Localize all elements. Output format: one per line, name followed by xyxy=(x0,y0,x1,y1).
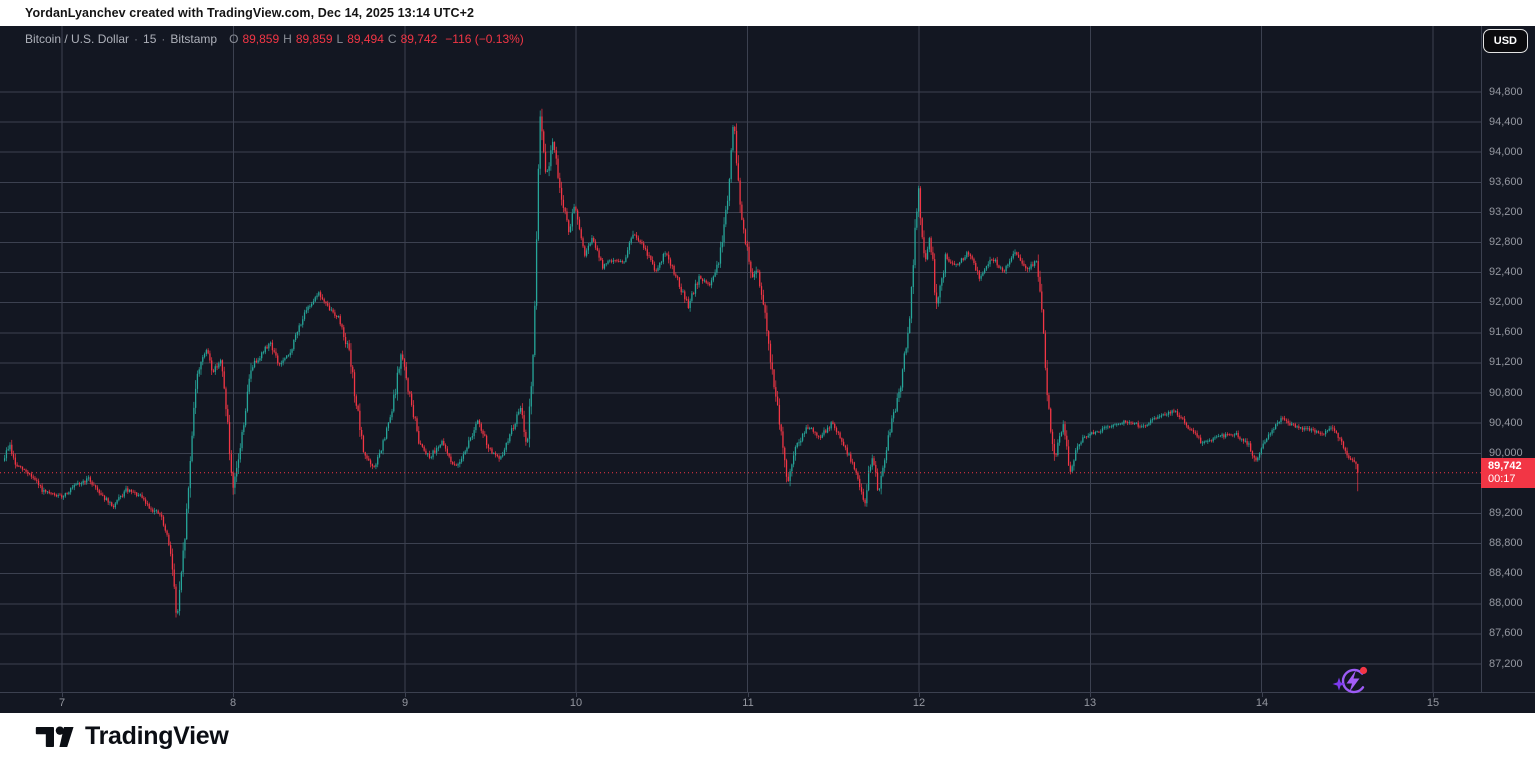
time-tick-label: 12 xyxy=(912,697,926,709)
price-tick-label: 88,000 xyxy=(1489,597,1523,610)
price-tick-label: 91,200 xyxy=(1489,356,1523,369)
price-tick-label: 88,800 xyxy=(1489,537,1523,550)
price-tick-label: 93,600 xyxy=(1489,175,1523,188)
time-axis-tick xyxy=(62,693,63,697)
price-tick-label: 94,800 xyxy=(1489,85,1523,98)
low-label: L xyxy=(336,32,344,46)
attribution-text: YordanLyanchev created with TradingView.… xyxy=(25,6,475,20)
time-tick-label: 9 xyxy=(401,697,409,709)
time-tick-label: 15 xyxy=(1426,697,1440,709)
price-tick-label: 91,600 xyxy=(1489,326,1523,339)
footer-bar: TradingView xyxy=(0,712,1535,761)
symbol-title[interactable]: Bitcoin / U.S. Dollar xyxy=(25,32,130,46)
price-tick-label: 92,000 xyxy=(1489,296,1523,309)
time-tick-label: 7 xyxy=(58,697,66,709)
price-tick-label: 94,000 xyxy=(1489,145,1523,158)
time-axis-tick xyxy=(919,693,920,697)
currency-button[interactable]: USD xyxy=(1482,29,1528,53)
high-label: H xyxy=(283,32,292,46)
price-tick-label: 92,800 xyxy=(1489,236,1523,249)
price-tick-label: 90,000 xyxy=(1489,446,1523,459)
time-tick-label: 8 xyxy=(229,697,237,709)
price-tick-label: 87,600 xyxy=(1489,627,1523,640)
time-axis-tick xyxy=(1433,693,1434,697)
current-price-value: 89,742 xyxy=(1488,459,1522,472)
price-axis[interactable]: 94,800 94,400 94,000 93,600 93,200 92,800 92,4… xyxy=(1481,26,1535,692)
sparkle-icon xyxy=(1332,677,1346,691)
time-axis-tick xyxy=(1262,693,1263,697)
open-value: 89,859 xyxy=(242,32,280,46)
time-axis[interactable]: 7 8 9 10 11 12 13 14 15 xyxy=(0,692,1535,713)
instant-refresh-icon[interactable] xyxy=(1332,660,1374,707)
price-tick-label: 87,200 xyxy=(1489,657,1523,670)
time-tick-label: 11 xyxy=(742,697,754,709)
open-label: O xyxy=(229,32,239,46)
change-value: −116 (−0.13%) xyxy=(445,32,524,46)
time-axis-tick xyxy=(233,693,234,697)
current-price-label: 89,742 00:17 xyxy=(1481,457,1535,488)
tradingview-logo-icon[interactable] xyxy=(34,722,74,752)
time-tick-label: 10 xyxy=(569,697,583,709)
tradingview-wordmark[interactable]: TradingView xyxy=(85,722,229,750)
legend-separator: · xyxy=(134,32,139,46)
price-tick-label: 90,400 xyxy=(1489,416,1523,429)
lightning-bolt-icon xyxy=(1346,670,1360,692)
price-tick-label: 90,800 xyxy=(1489,386,1523,399)
time-axis-tick xyxy=(1090,693,1091,697)
bar-countdown: 00:17 xyxy=(1488,472,1516,485)
time-axis-tick xyxy=(748,693,749,697)
price-tick-label: 88,400 xyxy=(1489,567,1523,580)
close-label: C xyxy=(387,32,397,46)
low-value: 89,494 xyxy=(347,32,384,46)
interval-label[interactable]: 15 xyxy=(143,32,157,46)
red-dot-icon xyxy=(1359,666,1368,675)
price-tick-label: 92,400 xyxy=(1489,266,1523,279)
high-value: 89,859 xyxy=(295,32,333,46)
time-axis-tick xyxy=(405,693,406,697)
time-tick-label: 13 xyxy=(1083,697,1097,709)
time-axis-tick xyxy=(576,693,577,697)
price-tick-label: 89,200 xyxy=(1489,506,1523,519)
price-tick-label: 93,200 xyxy=(1489,205,1523,218)
exchange-label: Bitstamp xyxy=(170,32,218,46)
price-tick-label: 94,400 xyxy=(1489,115,1523,128)
ohlc-values: O 89,859 H 89,859 L 89,494 C 89,742 −116 (−0… xyxy=(229,32,524,46)
time-tick-label: 14 xyxy=(1255,697,1269,709)
close-value: 89,742 xyxy=(400,32,438,46)
chart-canvas[interactable] xyxy=(0,26,1481,692)
legend-separator: · xyxy=(161,32,166,46)
attribution-bar: YordanLyanchev created with TradingView.… xyxy=(0,0,1535,26)
